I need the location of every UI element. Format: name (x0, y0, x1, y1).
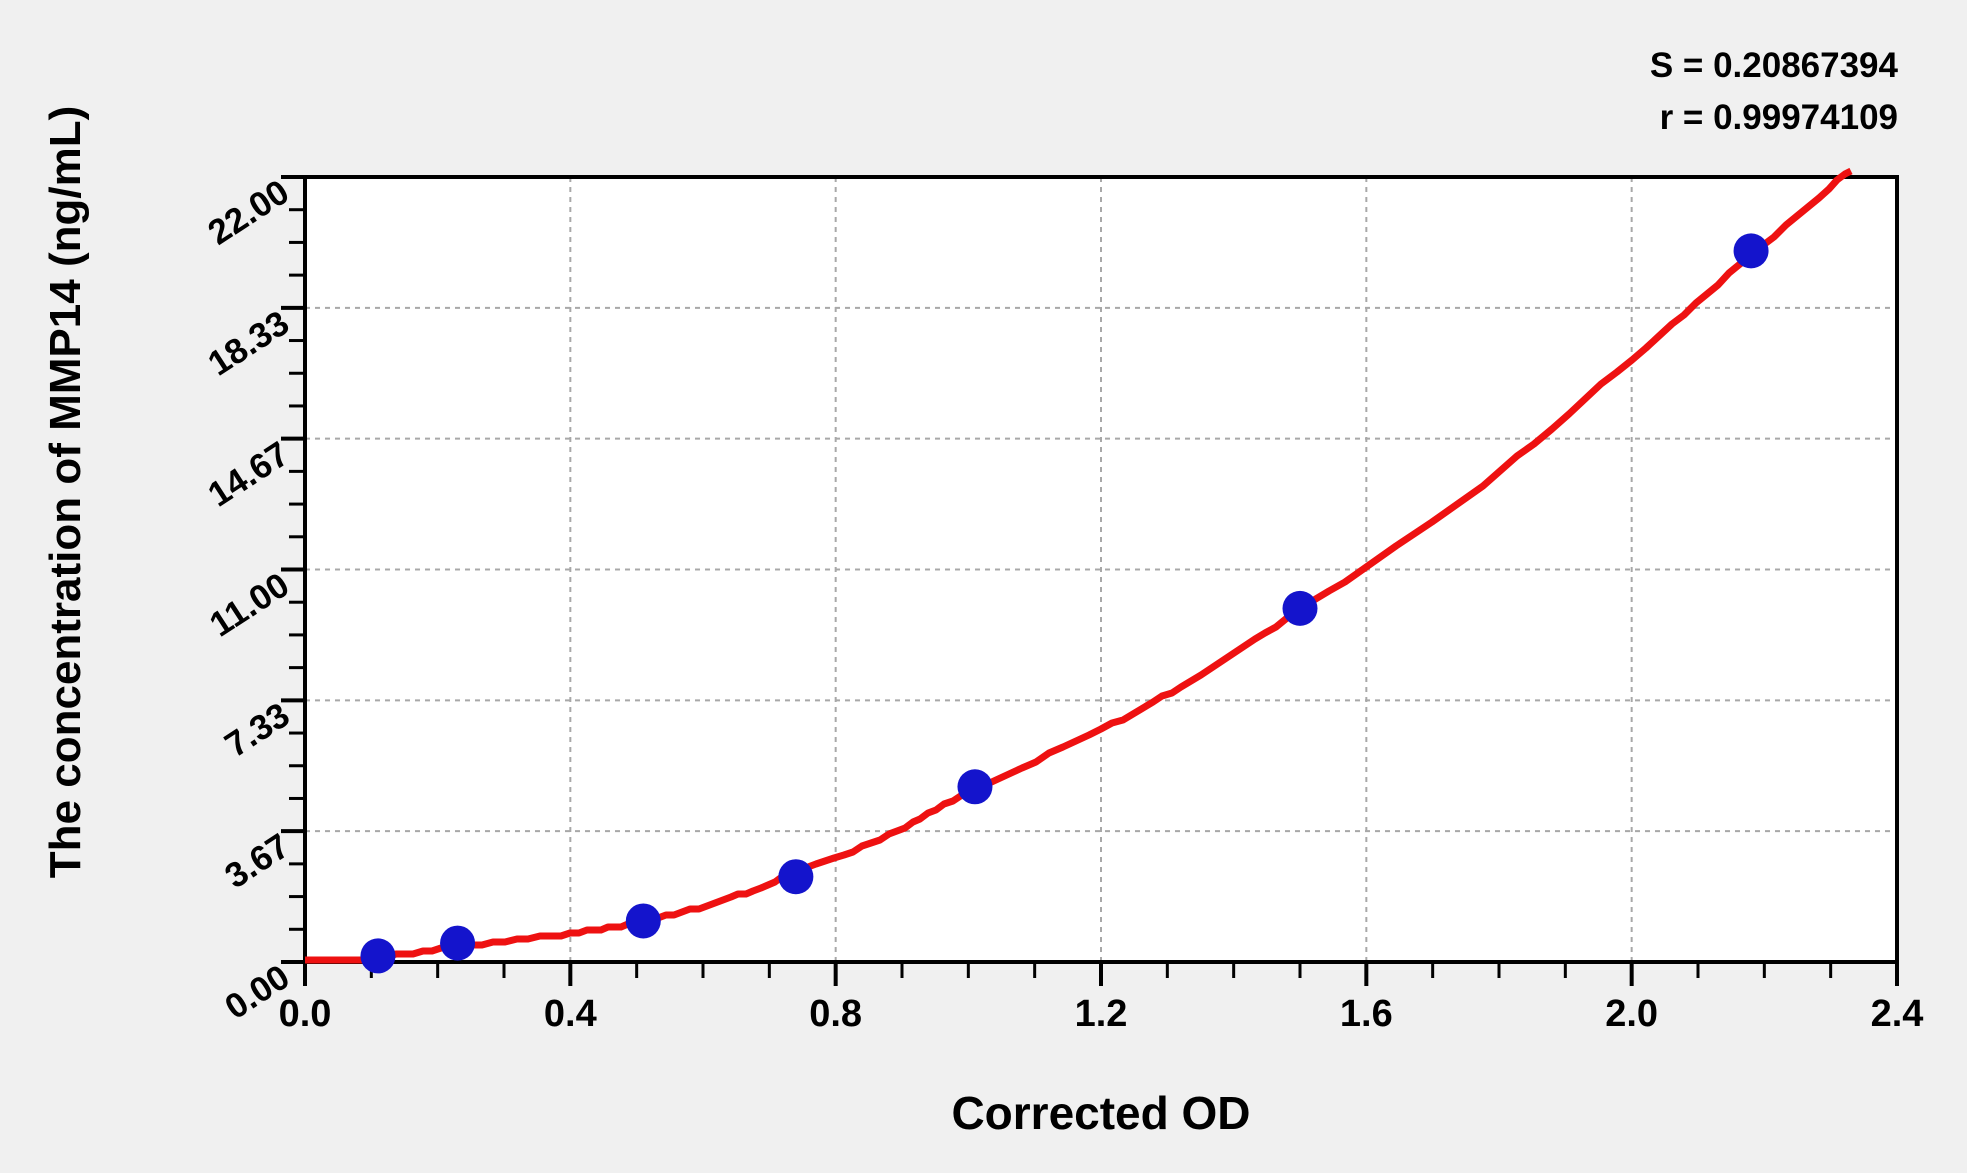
x-tick-label: 0.4 (543, 993, 597, 1035)
x-tick-label: 0.0 (278, 993, 332, 1035)
x-axis-title: Corrected OD (951, 1087, 1251, 1139)
x-tick-label: 0.8 (809, 993, 863, 1035)
data-point (1733, 233, 1769, 269)
data-point (957, 769, 993, 805)
data-point (440, 925, 476, 961)
x-tick-label: 1.2 (1074, 993, 1128, 1035)
data-point (778, 859, 814, 895)
r-value: r = 0.99974109 (1659, 98, 1898, 137)
x-tick-label: 2.4 (1870, 993, 1924, 1035)
fit-curve (305, 167, 1853, 964)
x-tick-label: 2.0 (1605, 993, 1659, 1035)
plot-frame (303, 175, 1899, 964)
data-point (1282, 590, 1318, 626)
stats-annotation: S = 0.20867394 r = 0.99974109 (1650, 40, 1898, 144)
s-value: S = 0.20867394 (1649, 46, 1898, 85)
data-point (625, 903, 661, 939)
data-point (360, 938, 396, 974)
x-tick-label: 1.6 (1339, 993, 1393, 1035)
